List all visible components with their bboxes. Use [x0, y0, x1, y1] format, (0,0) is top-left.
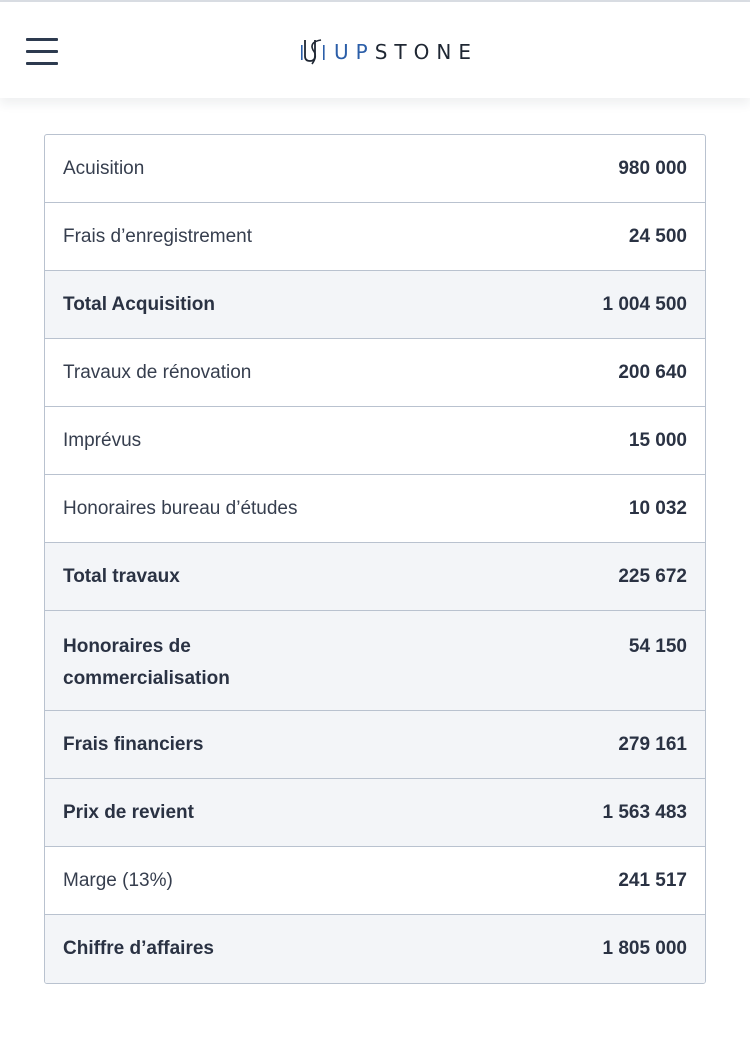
logo-wordmark: UPSTONE — [334, 36, 478, 68]
site-header: UPSTONE — [0, 2, 750, 98]
menu-bar — [26, 62, 58, 65]
row-value: 10 032 — [628, 497, 687, 519]
hamburger-menu-icon[interactable] — [24, 36, 60, 66]
row-label: Total travaux — [63, 565, 180, 587]
row-label: Marge (13%) — [63, 869, 173, 891]
row-value: 54 150 — [628, 636, 687, 657]
logo-text-up: UP — [334, 40, 375, 64]
table-row: Acuisition 980 000 — [45, 135, 705, 203]
row-value: 279 161 — [618, 733, 687, 755]
row-label: Travaux de rénovation — [63, 361, 252, 383]
top-border — [0, 0, 750, 2]
table-row-total: Total travaux 225 672 — [45, 543, 705, 611]
row-label: Prix de revient — [63, 801, 194, 823]
table-row-total: Prix de revient 1 563 483 — [45, 779, 705, 847]
row-value: 15 000 — [628, 429, 687, 451]
row-label: Total Acquisition — [63, 293, 215, 315]
table-row: Frais d’enregistrement 24 500 — [45, 203, 705, 271]
row-label: Honoraires bureau d’études — [63, 497, 298, 519]
row-label: Honoraires de commercialisation — [63, 636, 230, 689]
table-row: Honoraires bureau d’études 10 032 — [45, 475, 705, 543]
menu-bar — [26, 50, 58, 53]
row-value: 200 640 — [618, 361, 687, 383]
table-row-total: Total Acquisition 1 004 500 — [45, 271, 705, 339]
row-value: 24 500 — [628, 225, 687, 247]
upstone-logo[interactable]: UPSTONE — [300, 36, 478, 68]
table-row: Travaux de rénovation 200 640 — [45, 339, 705, 407]
table-row: Marge (13%) 241 517 — [45, 847, 705, 915]
row-label: Frais financiers — [63, 733, 204, 755]
menu-bar — [26, 38, 58, 41]
upstone-logo-mark-icon — [301, 39, 325, 65]
table-row-total: Chiffre d’affaires 1 805 000 — [45, 915, 705, 983]
row-value: 980 000 — [618, 157, 687, 179]
row-label: Frais d’enregistrement — [63, 225, 253, 247]
row-label: Acuisition — [63, 157, 145, 179]
row-value: 225 672 — [618, 565, 687, 587]
row-value: 1 805 000 — [602, 938, 687, 959]
table-row-total: Honoraires de commercialisation 54 150 — [45, 611, 705, 711]
row-label: Imprévus — [63, 429, 142, 451]
logo-text-stone: STONE — [374, 40, 478, 64]
cost-breakdown-table: Acuisition 980 000 Frais d’enregistremen… — [44, 134, 706, 984]
row-value: 1 004 500 — [602, 293, 687, 315]
table-row: Imprévus 15 000 — [45, 407, 705, 475]
table-row-total: Frais financiers 279 161 — [45, 711, 705, 779]
row-label: Chiffre d’affaires — [63, 938, 214, 959]
row-value: 241 517 — [618, 869, 687, 891]
row-value: 1 563 483 — [602, 801, 687, 823]
